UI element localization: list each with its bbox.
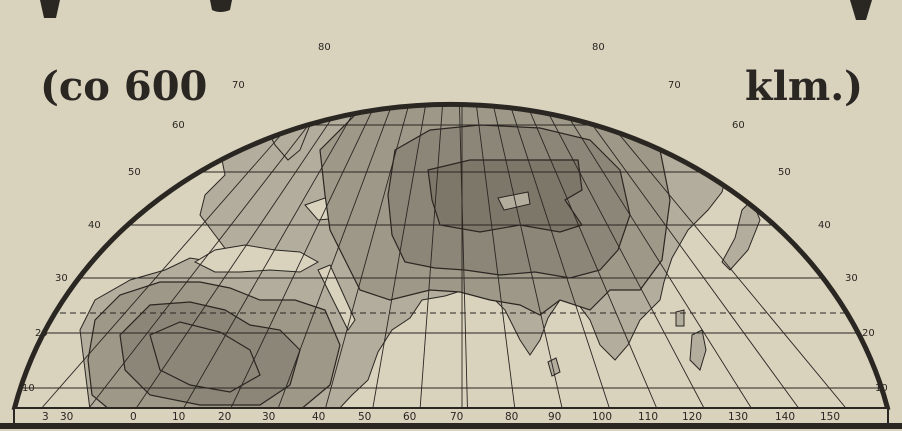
island-philippines — [689, 329, 707, 371]
meridian-line — [491, 104, 658, 410]
lat-label-left-70: 70 — [232, 80, 245, 91]
lat-label-left-10: 10 — [22, 383, 35, 394]
red-sea — [317, 264, 356, 331]
heading-fragment-right — [850, 0, 872, 20]
lat-label-right-80: 80 — [592, 42, 605, 53]
caption-left: (co 600 — [40, 63, 207, 110]
lat-label-right-40: 40 — [818, 220, 831, 231]
longitude-label: 3 — [42, 411, 49, 423]
longitude-label: 90 — [548, 411, 561, 423]
zone-asia-inner — [427, 159, 583, 233]
meridian-line — [277, 104, 424, 410]
longitude-label: 110 — [638, 411, 658, 423]
lat-label-left-80: 80 — [318, 42, 331, 53]
lat-label-left-40: 40 — [88, 220, 101, 231]
meridian-line — [324, 104, 433, 410]
longitude-label: 50 — [358, 411, 371, 423]
meridian-line — [39, 104, 381, 410]
longitude-label: 60 — [403, 411, 416, 423]
longitude-label: 40 — [312, 411, 325, 423]
meridian-line — [182, 104, 407, 410]
meridian-line — [372, 104, 441, 410]
meridian-line — [482, 104, 611, 410]
meridian-line — [229, 104, 415, 410]
latitude-labels-left: 80 70 60 50 40 30 20 10 — [22, 42, 331, 394]
lat-label-right-10: 10 — [875, 383, 888, 394]
longitude-label: 20 — [218, 411, 231, 423]
longitude-label: 80 — [505, 411, 518, 423]
meridian-line — [525, 104, 848, 410]
latitude-labels-right: 80 70 60 50 40 30 20 10 — [592, 42, 888, 394]
meridian-line — [473, 104, 563, 410]
meridian-line — [87, 104, 390, 410]
lat-label-left-30: 30 — [55, 273, 68, 284]
zone-sahara-inner — [149, 321, 261, 393]
longitude-label: 0 — [130, 411, 137, 423]
meridian-line — [465, 104, 516, 410]
longitude-label: 130 — [728, 411, 748, 423]
meridian-line — [419, 104, 450, 410]
lat-label-left-60: 60 — [172, 120, 185, 131]
lat-label-right-60: 60 — [732, 120, 745, 131]
heading-fragment-mid — [210, 0, 232, 12]
meridian-line — [516, 104, 801, 410]
meridian-line — [508, 104, 753, 410]
longitude-label: 70 — [450, 411, 463, 423]
lat-label-left-50: 50 — [128, 167, 141, 178]
longitude-label: 150 — [820, 411, 840, 423]
heading-fragment-left — [40, 0, 60, 18]
lat-label-left-20: 20 — [35, 328, 48, 339]
longitude-label: 10 — [172, 411, 185, 423]
lat-label-right-20: 20 — [862, 328, 875, 339]
meridians — [39, 104, 848, 410]
meridian-line — [499, 104, 706, 410]
lat-label-right-50: 50 — [778, 167, 791, 178]
meridian-line — [134, 104, 398, 410]
island-sri-lanka — [547, 357, 561, 377]
lat-label-right-70: 70 — [668, 80, 681, 91]
caption-right: klm.) — [745, 63, 863, 110]
zone-asia-core — [497, 191, 531, 211]
lat-label-right-30: 30 — [845, 273, 858, 284]
longitude-label: 100 — [592, 411, 612, 423]
mediterranean-sea — [193, 244, 320, 273]
map-border-arc — [11, 101, 891, 411]
longitude-label: 30 — [262, 411, 275, 423]
longitude-labels: 3 30 0 10 20 30 40 50 60 70 80 90 100 110 120 130 140 150 — [42, 411, 840, 423]
longitude-label: 30 — [60, 411, 73, 423]
longitude-label: 120 — [682, 411, 702, 423]
island-taiwan — [675, 309, 685, 327]
longitude-label: 140 — [775, 411, 795, 423]
